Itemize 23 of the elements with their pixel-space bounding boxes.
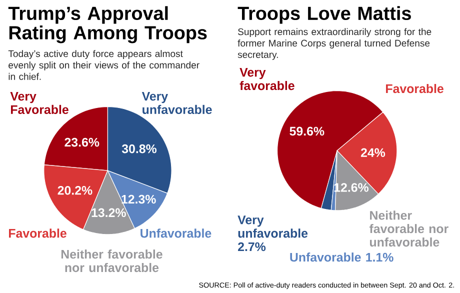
data-label: 13.2%: [92, 208, 126, 217]
chart-title: Trump’s Approval Rating Among Troops: [8, 6, 207, 44]
slice-label: Favorable: [386, 84, 444, 93]
data-label: 1.1%: [366, 252, 394, 262]
chart-title: Troops Love Mattis: [238, 6, 411, 24]
slice-label: Very favorable: [240, 68, 294, 90]
slice-label: Very unfavorable: [142, 92, 212, 114]
data-label: 23.6%: [64, 138, 100, 147]
data-label: 2.7%: [238, 242, 266, 251]
data-label: 20.2%: [58, 186, 92, 195]
slice-label: Very Favorable: [10, 92, 68, 114]
data-label: 59.6%: [290, 126, 324, 136]
chart-subtitle: Today’s active duty force appears almost evenly split on their views of the commander in chief.: [8, 50, 200, 80]
data-label: 12.3%: [122, 194, 156, 204]
slice-label: Neither favorable nor unfavorable: [61, 249, 162, 272]
slice-label: Neither favorable nor unfavorable: [369, 210, 448, 246]
data-label: 24%: [360, 148, 386, 157]
chart-subtitle: Support remains extraordinarily strong for the former Marine Corps general turned Defense secretary.: [238, 28, 432, 60]
slice-label: Very unfavorable: [238, 216, 308, 238]
slice-label: Unfavorable: [140, 228, 212, 238]
slice-label: Unfavorable: [290, 252, 361, 262]
slice-label: Favorable: [9, 228, 66, 238]
data-label: 30.8%: [122, 144, 157, 154]
